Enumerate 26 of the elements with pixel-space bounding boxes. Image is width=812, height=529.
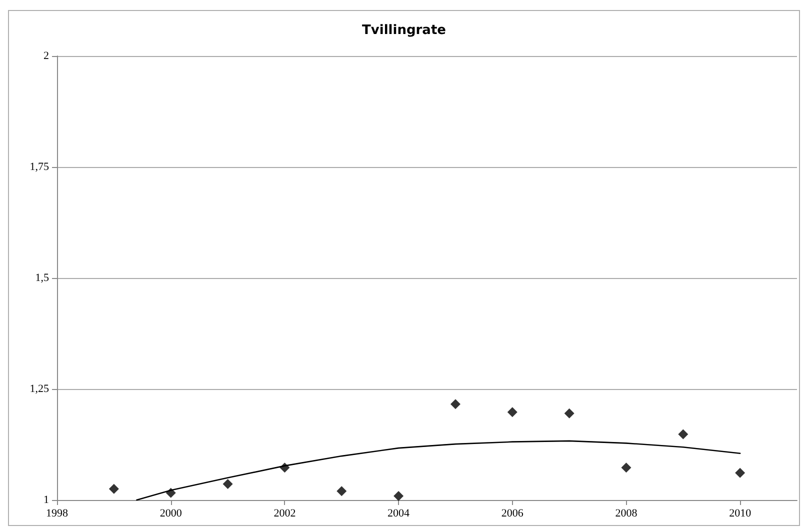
point bbox=[450, 399, 460, 410]
x-tick-label: 2008 bbox=[615, 508, 638, 520]
point bbox=[394, 491, 404, 502]
point bbox=[564, 408, 574, 418]
point bbox=[166, 488, 176, 498]
y-tick-label: 1 bbox=[44, 494, 49, 506]
x-tick-label: 2000 bbox=[160, 508, 182, 520]
y-tick-label: 1,75 bbox=[30, 161, 50, 173]
y-tick-label: 1,5 bbox=[35, 272, 50, 284]
x-tick-label: 2010 bbox=[729, 508, 752, 520]
y-tick-label: 1,25 bbox=[30, 383, 50, 395]
point bbox=[336, 486, 347, 496]
x-tick-label: 2002 bbox=[274, 508, 296, 520]
point bbox=[678, 429, 688, 440]
point bbox=[280, 462, 290, 473]
y-tick-label: 2 bbox=[44, 50, 49, 62]
point bbox=[621, 462, 632, 473]
point bbox=[735, 468, 746, 478]
x-tick-label: 2004 bbox=[388, 508, 410, 520]
x-tick-label: 2006 bbox=[501, 508, 524, 520]
point bbox=[108, 484, 119, 494]
x-tick-label: 1998 bbox=[46, 508, 68, 520]
chart-title: Tvillingrate bbox=[362, 23, 446, 38]
point bbox=[507, 407, 518, 418]
line-series bbox=[136, 440, 741, 501]
point bbox=[222, 479, 233, 490]
